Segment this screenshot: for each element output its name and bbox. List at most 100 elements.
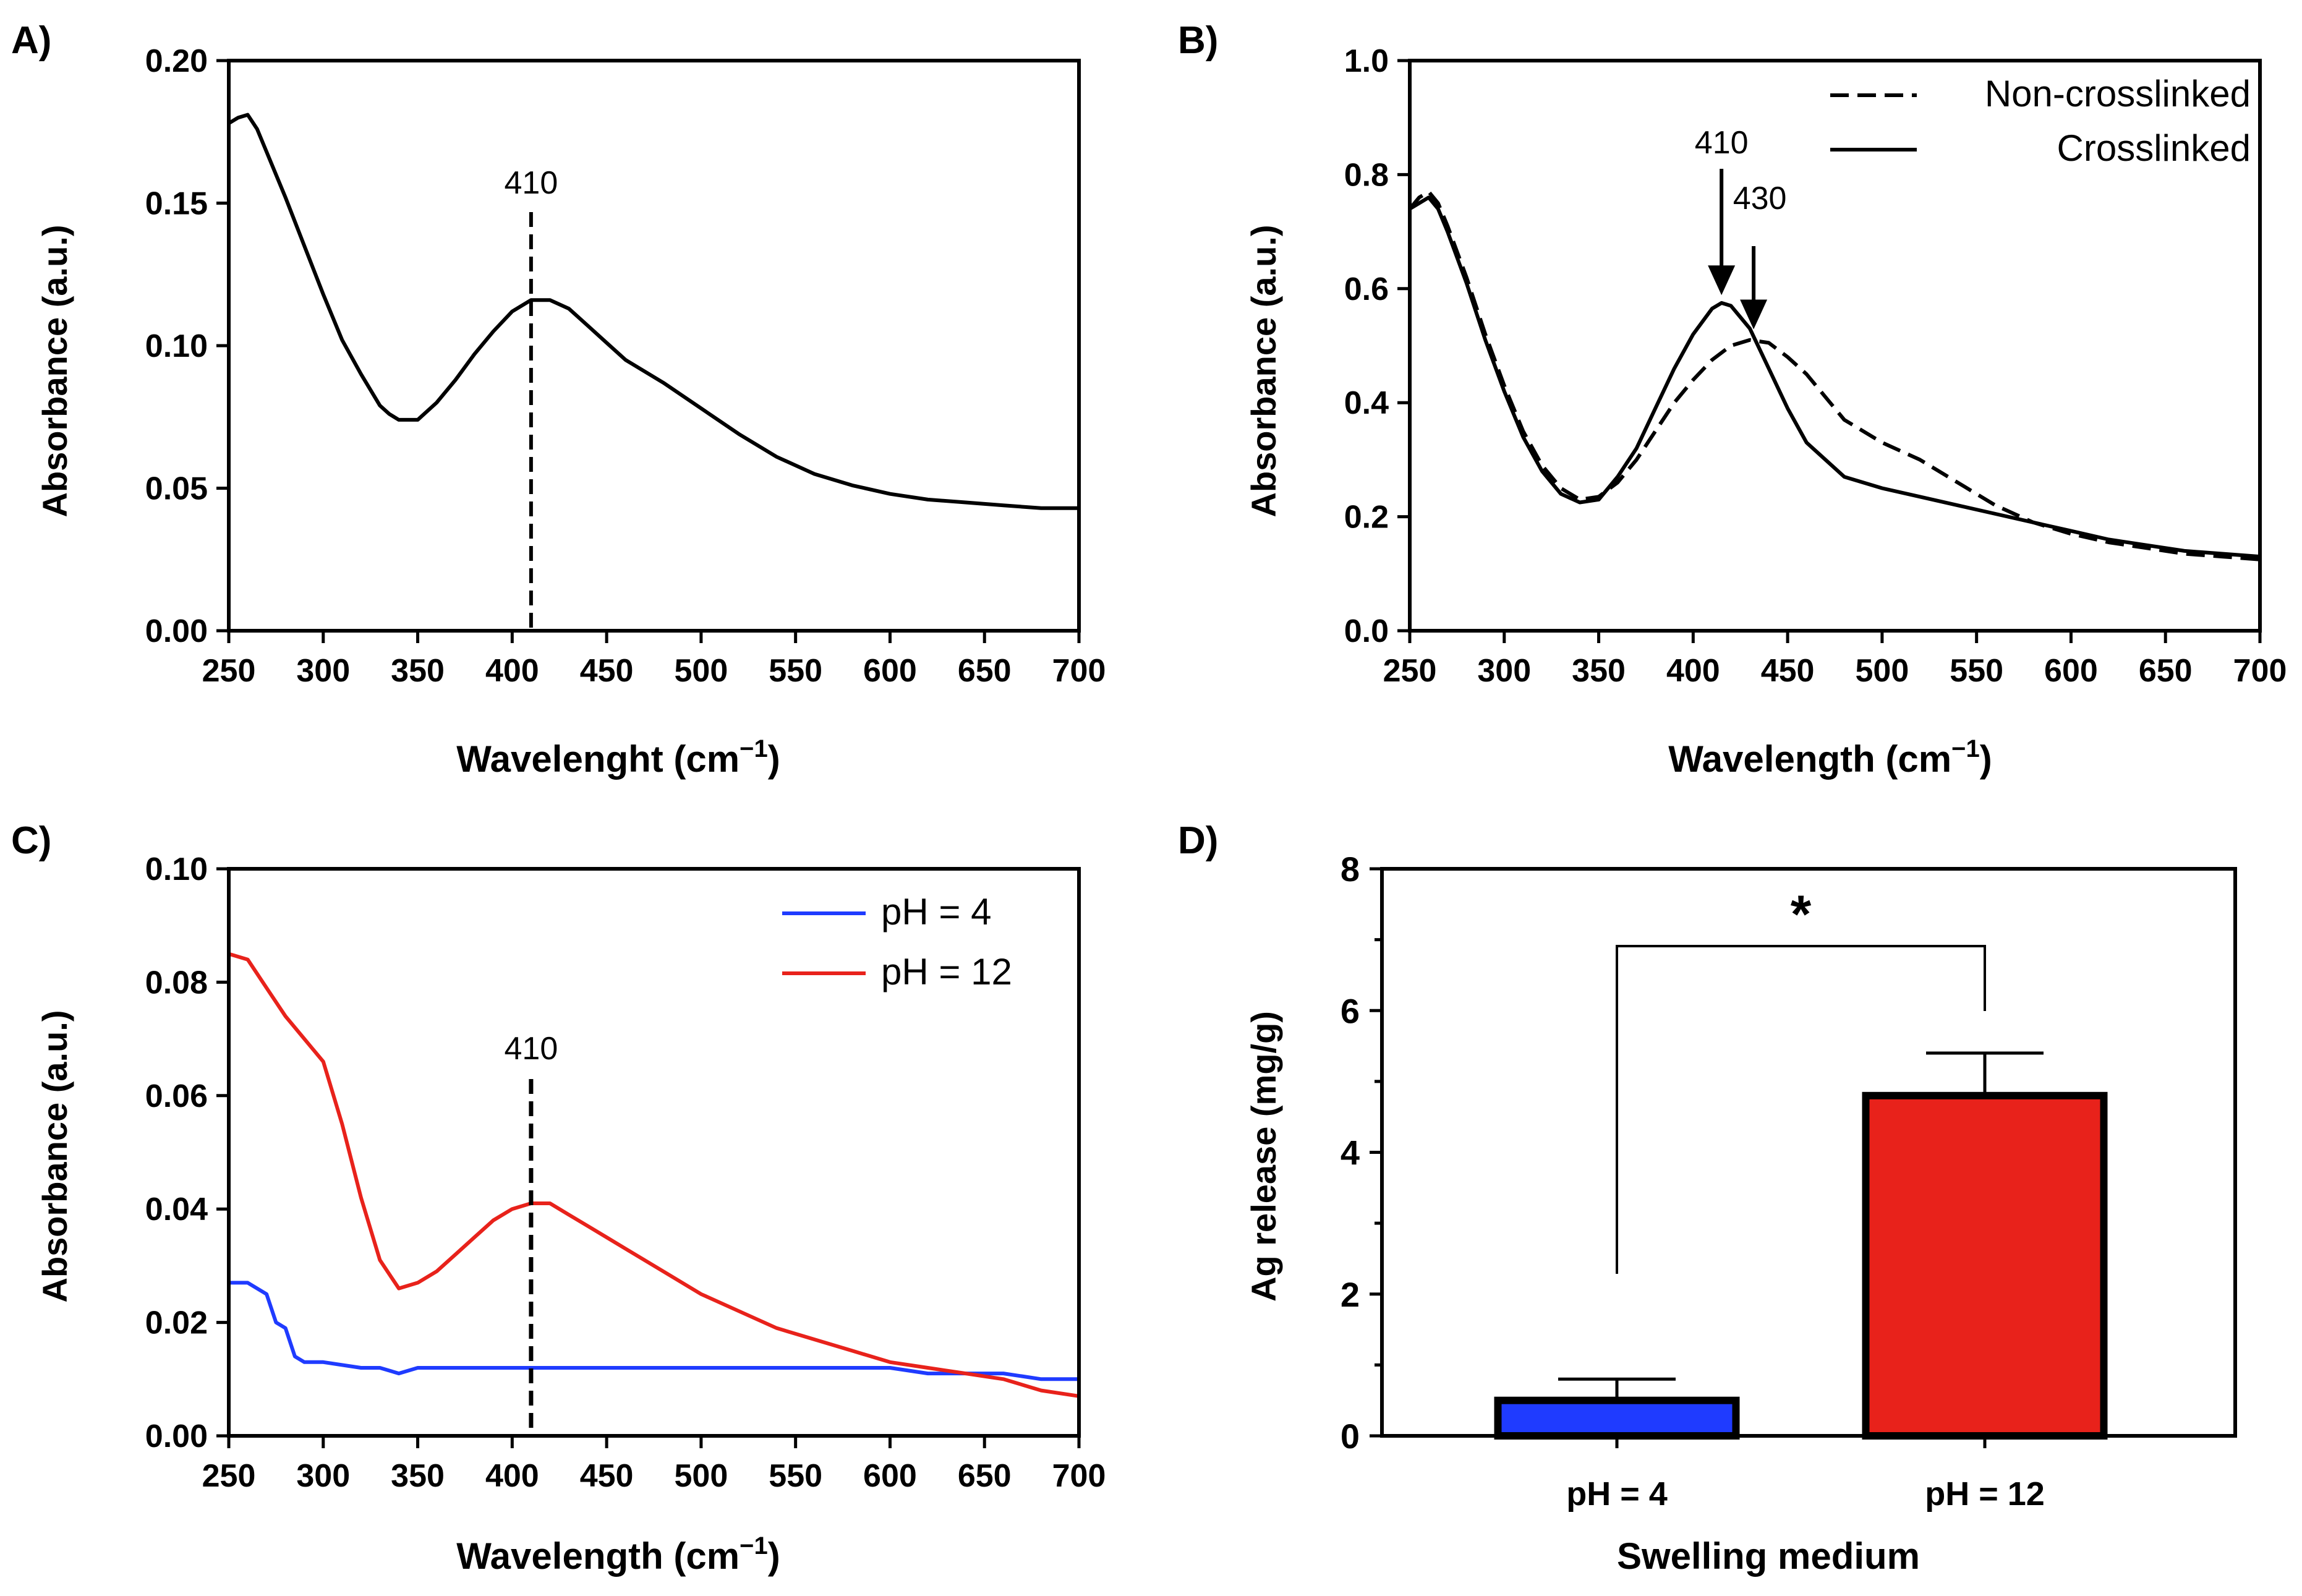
- panel-b-ytick-label: 0.4: [1344, 385, 1389, 421]
- panel-b-ylabel: Absorbance (a.u.): [1244, 225, 1283, 518]
- panel-a-xtick-label: 450: [580, 653, 634, 689]
- panel-c-legend-label-2: pH = 12: [881, 951, 1012, 992]
- panel-c-ytick-label: 0.00: [145, 1419, 208, 1454]
- panel-c-peak-label: 410: [505, 1031, 558, 1067]
- panel-b-xtick-label: 550: [1950, 653, 2003, 689]
- panel-a-series-1: [228, 113, 1079, 510]
- panel-a-ytick-label: 0.20: [145, 43, 208, 79]
- panel-b-xtick-label: 450: [1761, 653, 1815, 689]
- panel-c-ylabel: Absorbance (a.u.): [35, 1010, 74, 1303]
- panel-c-xtick-label: 350: [391, 1458, 445, 1494]
- panel-c-xtick-label: 300: [296, 1458, 350, 1494]
- panel-c-xlabel-main: Wavelength (cm: [456, 1535, 740, 1577]
- panel-label-d: D): [1178, 819, 1218, 862]
- panel-b-ytick-label: 0.8: [1344, 157, 1389, 193]
- panel-a-xtick-label: 300: [296, 653, 350, 689]
- panel-b-ytick-label: 0.6: [1344, 271, 1389, 307]
- panel-b-xlabel-sup: −1: [1951, 735, 1980, 762]
- panel-d-ytick-label: 6: [1341, 991, 1360, 1030]
- panel-a-ytick-label: 0.05: [145, 471, 208, 507]
- panel-a-xtick-label: 250: [202, 653, 256, 689]
- panel-b-peak-label-430: 430: [1733, 181, 1787, 216]
- panel-c-legend-label-1: pH = 4: [881, 891, 991, 932]
- panel-b-arrowhead-410: [1708, 265, 1736, 296]
- panel-a-xlabel: Wavelenght (cm−1): [456, 735, 780, 780]
- panel-b-peak-label-410: 410: [1695, 125, 1749, 161]
- panel-a-xlabel-main: Wavelenght (cm: [456, 738, 740, 780]
- panel-d-category-label-1: pH = 4: [1566, 1475, 1668, 1513]
- panel-d-ytick-label: 8: [1341, 850, 1360, 889]
- panel-c-series-1: [229, 1281, 1079, 1381]
- panel-d-ytick-label: 0: [1341, 1417, 1360, 1456]
- panel-d-ylabel: Ag release (mg/g): [1244, 1011, 1283, 1302]
- panel-a-xtick-label: 550: [769, 653, 822, 689]
- panel-b-xtick-label: 500: [1856, 653, 1909, 689]
- panel-d-ytick-label: 2: [1341, 1275, 1360, 1314]
- panel-c-ytick-label: 0.08: [145, 965, 208, 1001]
- panel-c-ytick-label: 0.02: [145, 1305, 208, 1341]
- panel-c-ytick-label: 0.06: [145, 1078, 208, 1114]
- panel-c-ytick-label: 0.10: [145, 851, 208, 887]
- panel-b-xtick-label: 400: [1666, 653, 1720, 689]
- panel-d-significance-marker: *: [1791, 885, 1812, 944]
- panel-a-ytick-label: 0.15: [145, 186, 208, 222]
- panel-b-series-2: [1409, 195, 2261, 559]
- panel-a-ytick-label: 0.10: [145, 328, 208, 364]
- panel-b-xtick-label: 650: [2139, 653, 2193, 689]
- panel-d-significance-bracket: [1616, 945, 1986, 1274]
- panel-a-xtick-label: 500: [675, 653, 728, 689]
- panel-label-c: C): [11, 819, 51, 862]
- panel-d-xlabel: Swelling medium: [1617, 1535, 1920, 1577]
- panel-b: B) Absorbance (a.u.) Wavelength (cm−1) 2…: [1178, 19, 2287, 780]
- panel-b-xtick-label: 300: [1477, 653, 1531, 689]
- panel-b-series-1: [1408, 190, 2261, 561]
- panel-a: A) Absorbance (a.u.) Wavelenght (cm−1) 2…: [11, 19, 1106, 780]
- panel-a-xtick-label: 400: [485, 653, 539, 689]
- panel-b-ytick-label: 0.2: [1344, 500, 1389, 536]
- panel-b-legend-label-2: Crosslinked: [2057, 127, 2251, 169]
- panel-a-xtick-label: 600: [863, 653, 917, 689]
- panel-d-bar-2: [1862, 1091, 2108, 1440]
- panel-a-xlabel-end: ): [768, 738, 780, 780]
- panel-a-peak-label: 410: [505, 165, 558, 201]
- panel-c-xlabel-end: ): [768, 1535, 780, 1577]
- panel-b-xlabel-end: ): [1980, 738, 1992, 780]
- panel-d-ytick-label: 4: [1341, 1133, 1360, 1172]
- panel-c: C) Absorbance (a.u.) Wavelength (cm−1) 2…: [11, 819, 1106, 1577]
- panel-d-category-label-2: pH = 12: [1925, 1475, 2045, 1513]
- panel-a-xtick-label: 350: [391, 653, 445, 689]
- panel-b-xtick-label: 250: [1383, 653, 1437, 689]
- panel-c-xtick-label: 650: [958, 1458, 1012, 1494]
- panel-label-b: B): [1178, 19, 1218, 62]
- panel-c-ytick-label: 0.04: [145, 1192, 208, 1227]
- panel-a-ylabel: Absorbance (a.u.): [35, 225, 74, 518]
- panel-a-xtick-label: 700: [1052, 653, 1106, 689]
- panel-a-xlabel-sup: −1: [740, 735, 768, 762]
- panel-a-plot-frame: [227, 59, 1081, 633]
- panel-b-xtick-label: 700: [2233, 653, 2287, 689]
- panel-b-xtick-label: 350: [1572, 653, 1626, 689]
- panel-d-bar-1: [1494, 1396, 1740, 1440]
- panel-c-xtick-label: 450: [580, 1458, 634, 1494]
- panel-b-xlabel-main: Wavelength (cm: [1668, 738, 1951, 780]
- panel-c-series-2: [228, 952, 1080, 1398]
- panel-c-xlabel: Wavelength (cm−1): [456, 1532, 780, 1577]
- panel-c-xlabel-sup: −1: [740, 1532, 768, 1560]
- panel-a-xtick-label: 650: [958, 653, 1012, 689]
- panel-b-xlabel: Wavelength (cm−1): [1668, 735, 1992, 780]
- panel-label-a: A): [11, 19, 51, 62]
- panel-c-xtick-label: 500: [675, 1458, 728, 1494]
- panel-d: D) Ag release (mg/g) Swelling medium pH …: [1178, 819, 2237, 1577]
- panel-a-ytick-label: 0.00: [145, 613, 208, 649]
- panel-b-ytick-label: 1.0: [1344, 43, 1389, 79]
- panel-b-plot-frame: [1408, 59, 2262, 633]
- panel-c-xtick-label: 600: [863, 1458, 917, 1494]
- panel-b-legend-label-1: Non-crosslinked: [1985, 73, 2251, 114]
- panel-b-ytick-label: 0.0: [1344, 613, 1389, 649]
- panel-c-xtick-label: 400: [485, 1458, 539, 1494]
- panel-b-xtick-label: 600: [2044, 653, 2098, 689]
- panel-c-plot-frame: [227, 867, 1081, 1438]
- panel-c-xtick-label: 700: [1052, 1458, 1106, 1494]
